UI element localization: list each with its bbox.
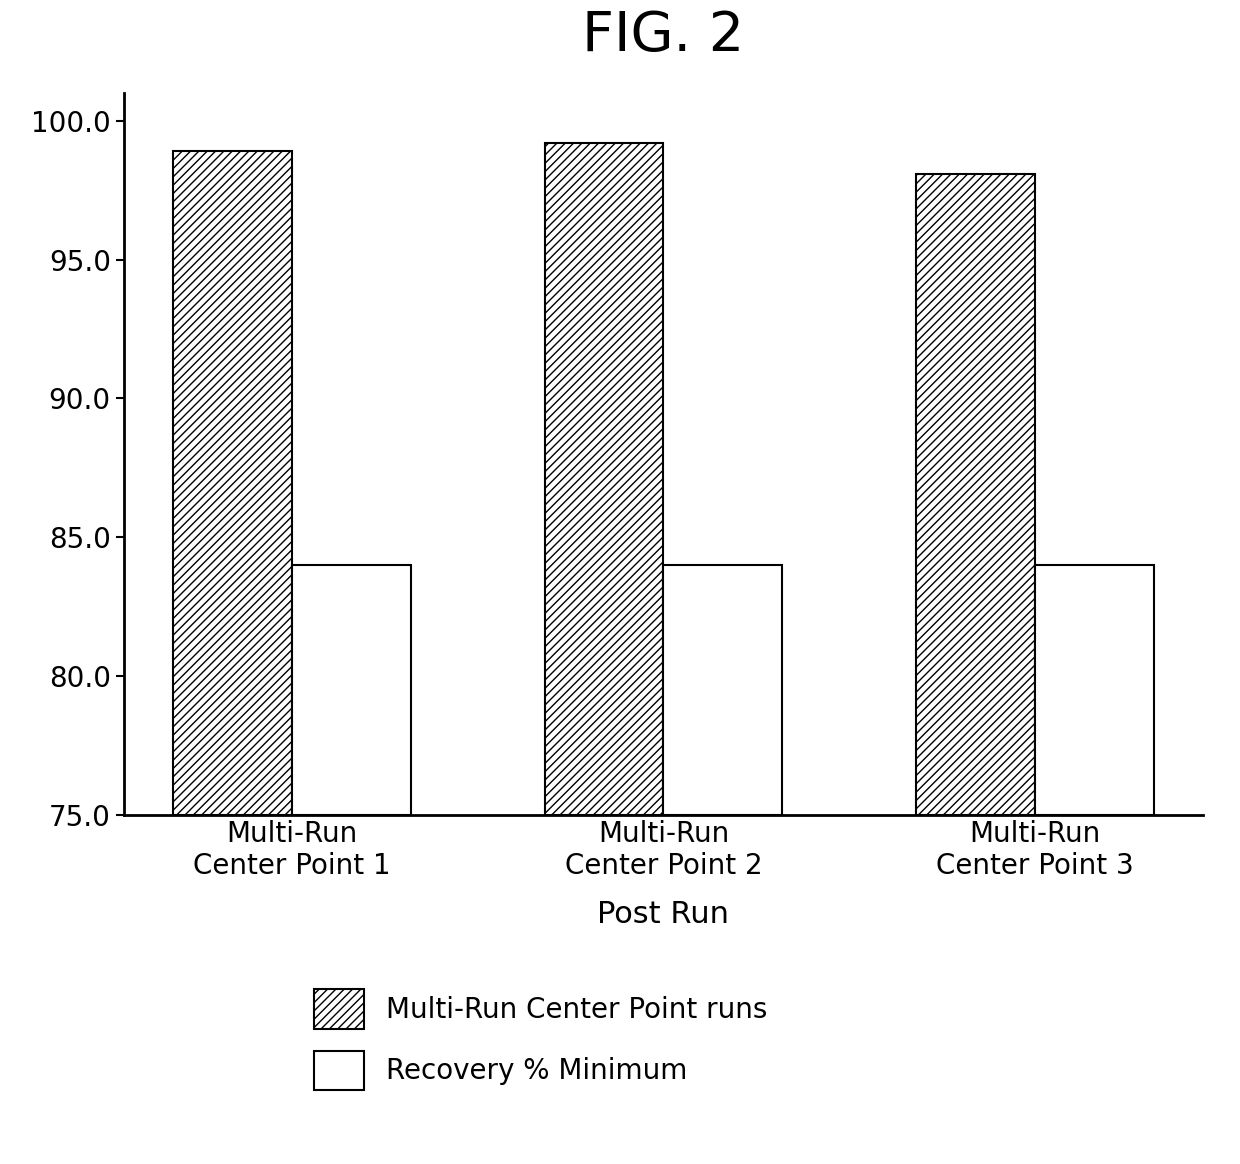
Legend: Multi-Run Center Point runs, Recovery % Minimum: Multi-Run Center Point runs, Recovery % … xyxy=(300,975,781,1103)
Bar xyxy=(291,565,410,815)
Bar xyxy=(544,143,663,815)
Bar xyxy=(663,565,782,815)
X-axis label: Post Run: Post Run xyxy=(598,900,729,929)
Bar xyxy=(916,173,1035,815)
Bar xyxy=(174,151,291,815)
Bar xyxy=(1035,565,1153,815)
Title: FIG. 2: FIG. 2 xyxy=(583,9,744,64)
